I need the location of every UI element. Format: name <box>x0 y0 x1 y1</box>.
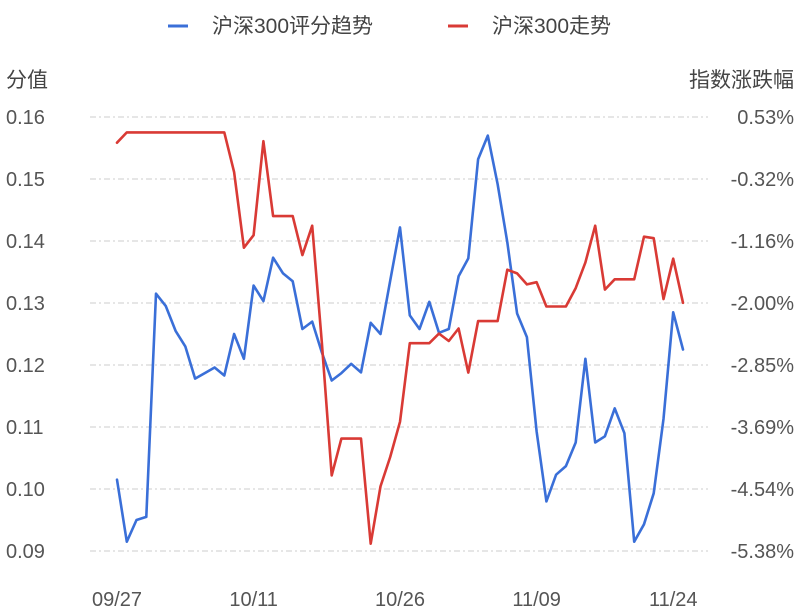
x-tick-label: 09/27 <box>92 589 142 611</box>
series-lines <box>115 131 685 546</box>
right-tick-label: -4.54% <box>731 479 795 501</box>
right-axis-ticks: 0.53% -0.32% -1.16% -2.00% -2.85% -3.69% -4.54… <box>731 107 795 563</box>
left-tick-label: 0.11 <box>6 417 43 439</box>
left-tick-label: 0.13 <box>6 293 45 315</box>
x-axis-ticks: 09/27 10/11 10/26 11/09 11/24 <box>92 589 698 611</box>
right-tick-label: -2.85% <box>731 355 795 377</box>
x-tick-label: 11/24 <box>649 589 698 611</box>
legend: 沪深300评分趋势 沪深300走势 <box>168 15 611 38</box>
left-tick-label: 0.16 <box>6 107 45 129</box>
left-tick-label: 0.15 <box>6 169 45 191</box>
right-tick-label: -3.69% <box>731 417 795 439</box>
x-tick-label: 10/26 <box>375 589 425 611</box>
series-line-index <box>115 131 685 546</box>
right-axis-title: 指数涨跌幅 <box>689 69 794 92</box>
gridlines <box>90 116 708 552</box>
right-tick-label: -0.32% <box>731 169 795 191</box>
right-tick-label: -1.16% <box>731 231 795 253</box>
right-tick-label: -2.00% <box>731 293 795 315</box>
left-tick-label: 0.12 <box>6 355 45 377</box>
series-line-score <box>115 134 685 544</box>
right-tick-label: -5.38% <box>731 541 795 563</box>
x-tick-label: 10/11 <box>229 589 278 611</box>
x-tick-label: 11/09 <box>512 589 561 611</box>
right-tick-label: 0.53% <box>737 107 794 129</box>
left-tick-label: 0.14 <box>6 231 45 253</box>
legend-label-score: 沪深300评分趋势 <box>212 15 373 38</box>
left-tick-label: 0.09 <box>6 541 45 563</box>
left-tick-label: 0.10 <box>6 479 45 501</box>
left-axis-ticks: 0.16 0.15 0.14 0.13 0.12 0.11 0.10 0.09 <box>6 107 45 563</box>
left-axis-title: 分值 <box>6 69 48 92</box>
legend-label-index: 沪深300走势 <box>492 15 611 38</box>
